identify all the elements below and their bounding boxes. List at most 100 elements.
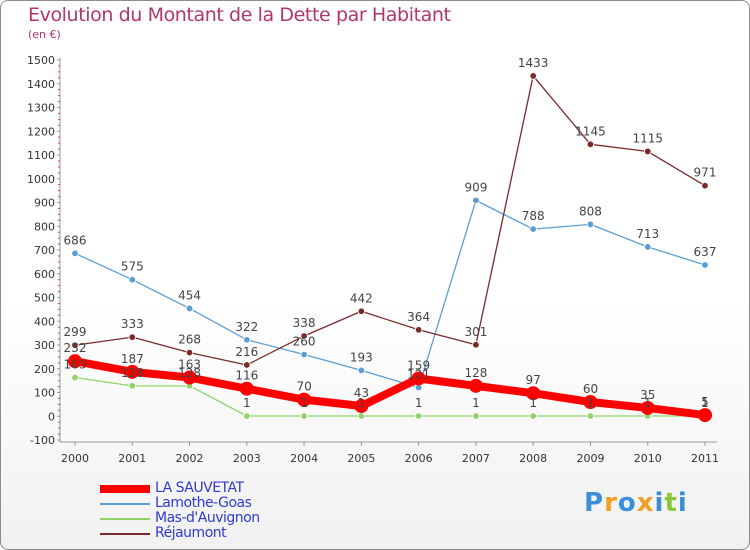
chart-subtitle: (en €) <box>28 28 61 41</box>
legend-label: Mas-d'Auvignon <box>155 510 260 526</box>
legend-label: Réjaumont <box>155 525 227 541</box>
data-label-lamothe-goas: 575 <box>121 260 144 274</box>
data-point-la-sauvetat <box>239 381 254 396</box>
data-label-mas-d-auvignon: 1 <box>415 396 423 410</box>
data-point-la-sauvetat <box>640 400 655 415</box>
data-point-lamothe-goas <box>529 225 537 233</box>
data-label-r-jaumont: 1115 <box>632 131 663 145</box>
data-point-lamothe-goas <box>701 261 709 269</box>
data-label-r-jaumont: 1433 <box>518 56 549 70</box>
data-point-la-sauvetat <box>411 371 426 386</box>
data-point-lamothe-goas <box>243 336 251 344</box>
data-label-la-sauvetat: 97 <box>526 373 541 387</box>
series-lines <box>71 75 709 420</box>
data-label-r-jaumont: 338 <box>293 316 316 330</box>
y-tick-label: 1500 <box>27 54 55 67</box>
data-label-lamothe-goas: 322 <box>235 320 258 334</box>
data-point-la-sauvetat <box>468 378 483 393</box>
legend-swatch <box>100 518 150 520</box>
logo-letter: o <box>617 488 637 518</box>
data-label-la-sauvetat: 232 <box>64 341 87 355</box>
data-label-la-sauvetat: 128 <box>464 366 487 380</box>
series-line-la-sauvetat <box>71 357 709 420</box>
data-label-lamothe-goas: 193 <box>350 350 373 364</box>
data-label-la-sauvetat: 116 <box>235 369 258 383</box>
legend-label: LA SAUVETAT <box>155 480 244 496</box>
data-point-r-jaumont <box>586 140 595 149</box>
y-tick-label: 1200 <box>27 125 55 138</box>
data-point-r-jaumont <box>185 348 194 357</box>
data-point-r-jaumont <box>357 307 366 315</box>
x-tick-label: 2011 <box>691 452 719 465</box>
data-label-mas-d-auvignon: 1 <box>529 396 537 410</box>
data-point-la-sauvetat <box>354 399 369 414</box>
y-tick-label: -100 <box>30 434 55 447</box>
data-label-r-jaumont: 216 <box>235 345 258 359</box>
data-point-mas-d-auvignon <box>71 373 79 382</box>
x-tick-label: 2009 <box>576 452 604 465</box>
data-point-mas-d-auvignon <box>586 412 595 420</box>
data-label-mas-d-auvignon: 128 <box>178 366 201 380</box>
x-tick-label: 2001 <box>118 452 146 465</box>
chart-axes: -100 0 100 200 300 400 500 600 700 800 900 1000 1100… <box>27 54 719 465</box>
x-tick-label: 2002 <box>176 452 204 465</box>
y-tick-label: 400 <box>34 315 55 328</box>
data-label-mas-d-auvignon: 1 <box>358 396 366 410</box>
data-point-lamothe-goas <box>472 196 480 205</box>
data-label-lamothe-goas: 260 <box>293 335 316 349</box>
data-label-lamothe-goas: 909 <box>464 180 487 194</box>
logo-letter: t <box>664 488 678 518</box>
data-label-mas-d-auvignon: 128 <box>121 366 144 380</box>
data-point-mas-d-auvignon <box>128 382 136 390</box>
data-point-lamothe-goas <box>586 220 595 229</box>
data-point-r-jaumont <box>414 326 423 334</box>
y-tick-label: 900 <box>34 197 55 210</box>
data-label-la-sauvetat: 35 <box>640 388 655 402</box>
legend-swatch <box>100 533 150 535</box>
data-label-lamothe-goas: 454 <box>178 288 201 302</box>
y-tick-label: 700 <box>34 244 55 257</box>
data-point-la-sauvetat <box>182 370 197 385</box>
data-point-r-jaumont <box>529 72 537 80</box>
data-label-mas-d-auvignon: 1 <box>644 396 652 410</box>
data-label-lamothe-goas: 121 <box>407 368 430 382</box>
data-label-lamothe-goas: 808 <box>579 204 602 218</box>
data-point-r-jaumont <box>300 332 308 340</box>
data-point-r-jaumont <box>71 341 79 349</box>
x-tick-label: 2010 <box>634 452 662 465</box>
data-label-r-jaumont: 971 <box>694 166 717 180</box>
y-tick-label: 1100 <box>27 149 55 162</box>
data-point-mas-d-auvignon <box>529 412 537 420</box>
data-label-r-jaumont: 299 <box>64 325 87 339</box>
data-point-lamothe-goas <box>71 249 79 258</box>
data-point-r-jaumont <box>701 181 709 190</box>
data-label-lamothe-goas: 788 <box>522 209 545 223</box>
data-point-r-jaumont <box>644 147 652 156</box>
data-point-lamothe-goas <box>300 350 308 359</box>
data-point-la-sauvetat <box>526 386 541 401</box>
series-line-mas-d-auvignon <box>74 376 706 417</box>
data-label-r-jaumont: 442 <box>350 291 373 305</box>
y-tick-label: 500 <box>34 292 55 305</box>
data-label-la-sauvetat: 5 <box>701 395 709 409</box>
x-tick-label: 2000 <box>61 452 89 465</box>
data-label-r-jaumont: 268 <box>178 333 201 347</box>
data-point-la-sauvetat <box>68 354 82 369</box>
x-tick-label: 2004 <box>290 452 318 465</box>
y-tick-label: 0 <box>48 410 55 423</box>
series-line-r-jaumont <box>74 75 706 366</box>
data-label-r-jaumont: 364 <box>407 310 430 324</box>
proxiti-logo: Proxiti <box>584 488 688 518</box>
data-point-mas-d-auvignon <box>300 412 308 420</box>
data-label-la-sauvetat: 187 <box>121 352 144 366</box>
data-label-lamothe-goas: 637 <box>694 245 717 259</box>
data-point-lamothe-goas <box>128 275 136 284</box>
y-tick-label: 100 <box>34 387 55 400</box>
logo-letter: i <box>654 488 665 518</box>
data-label-mas-d-auvignon: 1 <box>300 396 308 410</box>
data-label-lamothe-goas: 713 <box>636 227 659 241</box>
y-tick-label: 1400 <box>27 78 55 91</box>
